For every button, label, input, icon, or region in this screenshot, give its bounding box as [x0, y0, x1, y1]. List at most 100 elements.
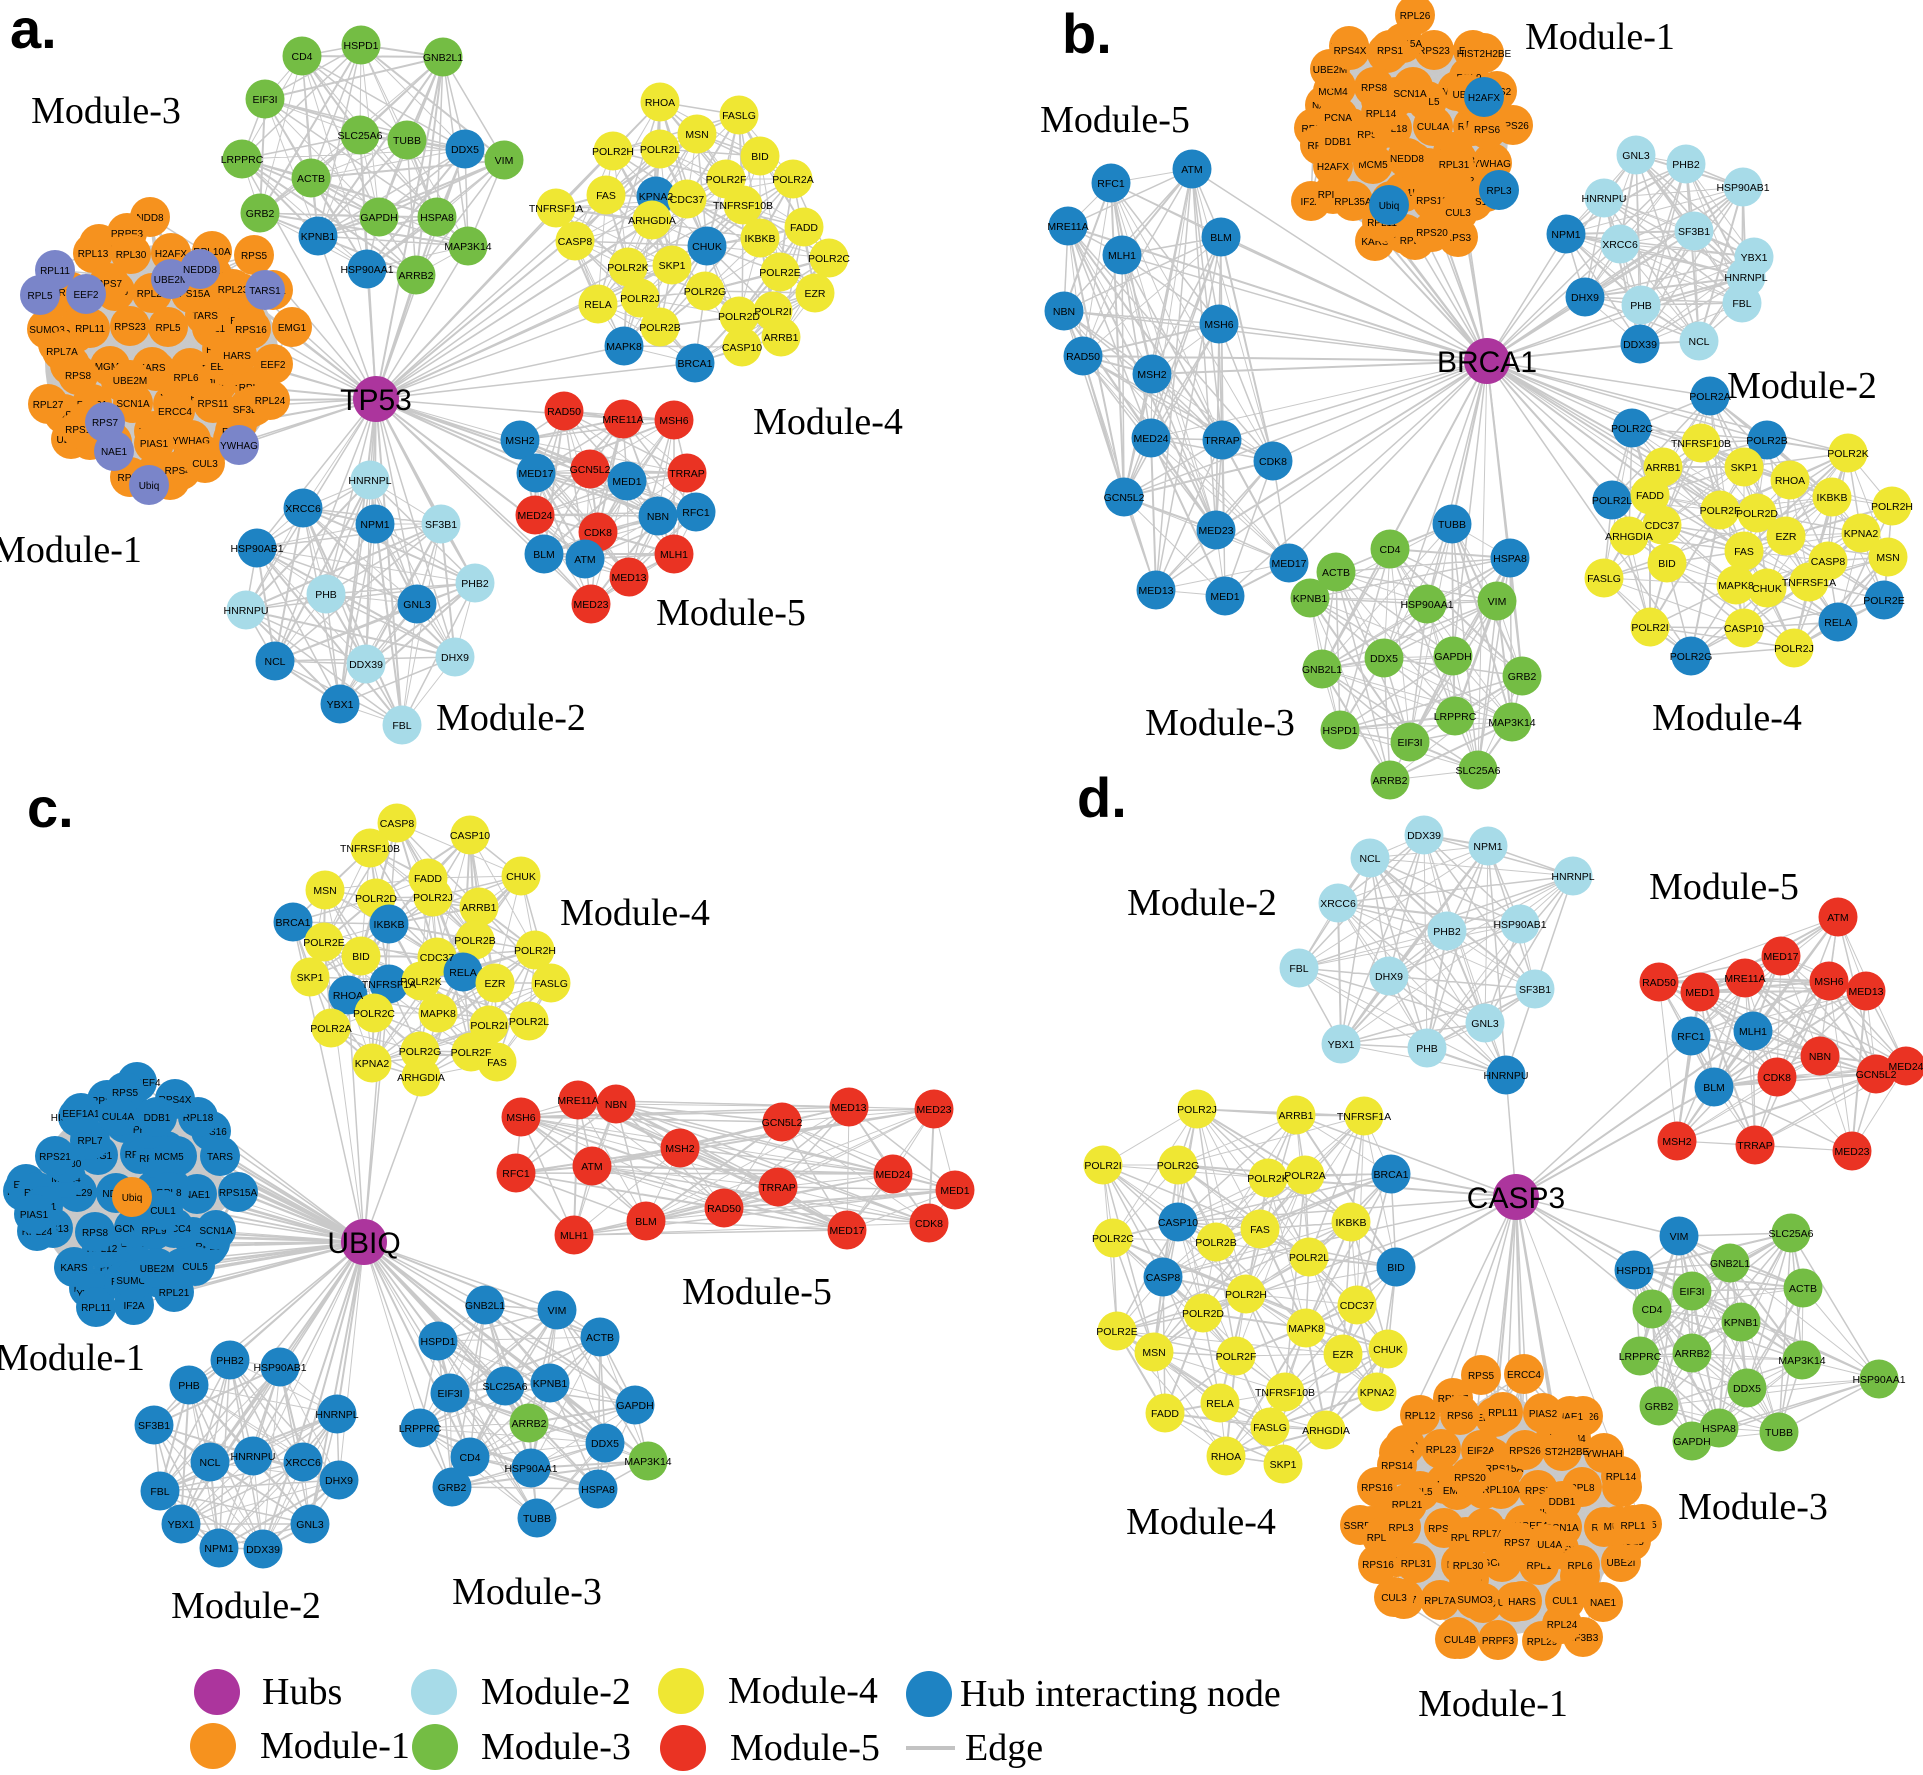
- svg-text:Module-5: Module-5: [1040, 99, 1190, 141]
- svg-text:POLR2J: POLR2J: [620, 293, 660, 305]
- svg-text:RPL23: RPL23: [1318, 190, 1349, 201]
- svg-text:Module-2: Module-2: [1127, 882, 1277, 924]
- svg-text:POLR2C: POLR2C: [353, 1008, 395, 1020]
- svg-text:RPL7A: RPL7A: [46, 347, 78, 358]
- svg-text:CASP3: CASP3: [1467, 1182, 1565, 1215]
- svg-text:NEDD8: NEDD8: [1390, 154, 1424, 165]
- svg-text:RPS5: RPS5: [1468, 1371, 1495, 1382]
- svg-text:HNRNPU: HNRNPU: [1582, 193, 1627, 205]
- svg-text:ACTB: ACTB: [586, 1332, 614, 1344]
- svg-text:HSPD1: HSPD1: [343, 40, 378, 52]
- svg-text:CASP10: CASP10: [722, 342, 762, 354]
- svg-text:LRPPRC: LRPPRC: [221, 154, 264, 166]
- svg-text:BLM: BLM: [1210, 232, 1232, 244]
- svg-text:FAS: FAS: [596, 190, 616, 202]
- svg-text:RAD50: RAD50: [1642, 977, 1676, 989]
- svg-text:Ubiq: Ubiq: [1379, 201, 1400, 212]
- svg-text:RPL1: RPL1: [1620, 1521, 1645, 1532]
- svg-text:VIM: VIM: [495, 155, 514, 167]
- svg-text:YWHAG: YWHAG: [172, 436, 210, 447]
- svg-text:RPS21: RPS21: [39, 1152, 71, 1163]
- svg-text:NAE1: NAE1: [184, 1190, 211, 1201]
- svg-text:FADD: FADD: [790, 222, 818, 234]
- svg-text:FBL: FBL: [1732, 298, 1751, 310]
- svg-text:Module-2: Module-2: [171, 1585, 321, 1627]
- svg-text:RPL30: RPL30: [116, 250, 147, 261]
- svg-text:CD4: CD4: [459, 1452, 480, 1464]
- svg-text:RPL7A: RPL7A: [1424, 1596, 1456, 1607]
- svg-text:FADD: FADD: [1636, 490, 1664, 502]
- svg-text:CUL3: CUL3: [1381, 1593, 1407, 1604]
- svg-text:Module-4: Module-4: [1126, 1501, 1276, 1543]
- svg-text:ARHGDIA: ARHGDIA: [628, 215, 676, 227]
- svg-text:RPS8: RPS8: [1361, 83, 1388, 94]
- svg-text:NCL: NCL: [199, 1457, 220, 1469]
- svg-text:FASLG: FASLG: [722, 110, 756, 122]
- svg-text:RPS5: RPS5: [112, 1088, 139, 1099]
- svg-text:RPL11: RPL11: [81, 1303, 111, 1314]
- svg-text:UBIQ: UBIQ: [327, 1227, 400, 1260]
- svg-text:EIF3I: EIF3I: [1397, 737, 1422, 749]
- svg-text:TP53: TP53: [340, 384, 412, 417]
- svg-text:DDX5: DDX5: [591, 1438, 619, 1450]
- svg-text:TNFRSF1A: TNFRSF1A: [362, 979, 416, 991]
- svg-text:GRB2: GRB2: [1508, 671, 1537, 683]
- svg-text:HARS: HARS: [223, 351, 251, 362]
- svg-text:CUL3: CUL3: [192, 459, 218, 470]
- svg-text:Module-3: Module-3: [1145, 702, 1295, 744]
- svg-text:NCL: NCL: [1359, 853, 1380, 865]
- svg-text:KPNB1: KPNB1: [533, 1378, 568, 1390]
- svg-text:MAP3K14: MAP3K14: [624, 1456, 671, 1468]
- svg-text:CUL3: CUL3: [1445, 208, 1471, 219]
- svg-text:MED1: MED1: [612, 476, 641, 488]
- svg-text:RPS11: RPS11: [198, 399, 229, 410]
- svg-text:PHB2: PHB2: [1433, 926, 1461, 938]
- svg-text:MRE11A: MRE11A: [557, 1095, 598, 1107]
- svg-text:Module-1: Module-1: [260, 1725, 410, 1767]
- svg-text:TNFRSF10B: TNFRSF10B: [713, 200, 773, 212]
- svg-text:H2AFX: H2AFX: [1468, 93, 1501, 104]
- svg-text:SUMO3: SUMO3: [29, 325, 65, 336]
- svg-text:GRB2: GRB2: [246, 208, 275, 220]
- svg-text:HSPA8: HSPA8: [1702, 1423, 1736, 1435]
- svg-text:TNFRSF1A: TNFRSF1A: [529, 203, 583, 215]
- svg-text:HNRNPL: HNRNPL: [348, 475, 391, 487]
- svg-text:FADD: FADD: [414, 873, 442, 885]
- svg-text:CDK8: CDK8: [584, 527, 612, 539]
- svg-text:FADD: FADD: [1151, 1408, 1179, 1420]
- svg-text:MED1: MED1: [1210, 591, 1239, 603]
- svg-text:RPS6: RPS6: [1474, 125, 1501, 136]
- svg-text:NPM1: NPM1: [360, 519, 389, 531]
- svg-text:NAE1: NAE1: [101, 447, 128, 458]
- svg-text:PHB: PHB: [178, 1380, 200, 1392]
- svg-text:FASLG: FASLG: [534, 978, 568, 990]
- svg-text:GCN5L2: GCN5L2: [762, 1117, 803, 1129]
- svg-text:RPL5: RPL5: [155, 323, 180, 334]
- svg-text:CHUK: CHUK: [1752, 583, 1782, 595]
- svg-text:b.: b.: [1062, 2, 1112, 65]
- svg-text:POLR2F: POLR2F: [1216, 1351, 1257, 1363]
- svg-text:NBN: NBN: [647, 511, 669, 523]
- svg-text:POLR2D: POLR2D: [718, 311, 760, 323]
- svg-text:LRPPRC: LRPPRC: [1434, 711, 1477, 723]
- svg-text:CUL5: CUL5: [182, 1262, 208, 1273]
- svg-text:MED17: MED17: [829, 1225, 864, 1237]
- svg-text:RPL26: RPL26: [1367, 1533, 1398, 1544]
- svg-text:ACTB: ACTB: [1322, 567, 1350, 579]
- svg-text:BID: BID: [1387, 1262, 1405, 1274]
- svg-text:HSPD1: HSPD1: [1322, 725, 1357, 737]
- svg-text:KPNB1: KPNB1: [1293, 593, 1328, 605]
- svg-text:HSP90AB1: HSP90AB1: [230, 543, 283, 555]
- svg-text:HSP90AB1: HSP90AB1: [253, 1362, 306, 1374]
- svg-text:RPS8: RPS8: [82, 1228, 109, 1239]
- svg-text:BID: BID: [1658, 558, 1676, 570]
- svg-text:Edge: Edge: [965, 1727, 1043, 1769]
- svg-text:FBL: FBL: [1289, 963, 1308, 975]
- svg-text:Module-4: Module-4: [728, 1670, 878, 1712]
- svg-text:CASP8: CASP8: [1146, 1272, 1181, 1284]
- svg-text:HNRNPU: HNRNPU: [224, 605, 269, 617]
- svg-text:EMG1: EMG1: [278, 323, 307, 334]
- svg-text:KPNA2: KPNA2: [1844, 528, 1879, 540]
- svg-text:Hubs: Hubs: [262, 1671, 342, 1713]
- svg-text:DDX5: DDX5: [1733, 1383, 1761, 1395]
